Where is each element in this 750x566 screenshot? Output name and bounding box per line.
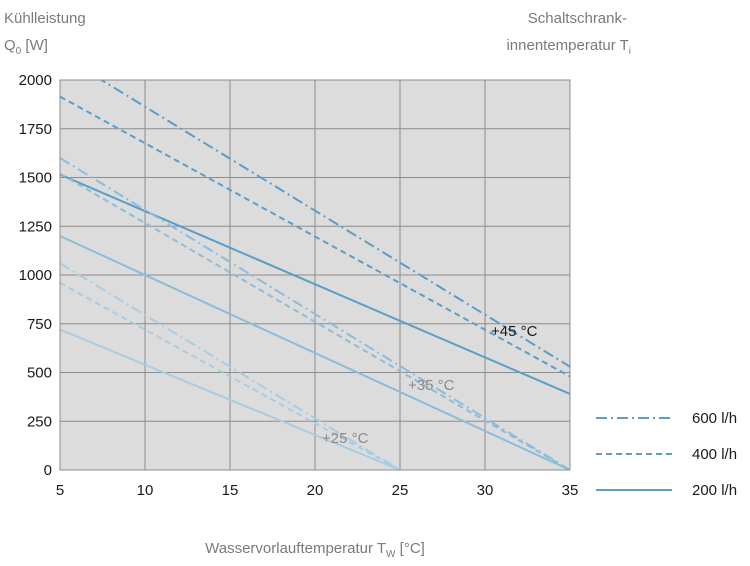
- x-axis-label: Wasservorlauftemperatur TW [°C]: [205, 540, 425, 560]
- series-line-45c-dashed: [60, 95, 570, 378]
- x-tick-label: 35: [562, 482, 579, 499]
- x-tick-label: 10: [137, 482, 154, 499]
- x-tick-label: 30: [477, 482, 494, 499]
- y-tick-label: 1000: [19, 267, 52, 284]
- series-line-25c-solid: [60, 328, 401, 470]
- y-axis-label-line2: Q0 [W]: [4, 37, 48, 57]
- legend-label: 400 l/h: [692, 446, 737, 463]
- series-line-25c-dashdot: [60, 262, 401, 470]
- y-tick-label: 1750: [19, 121, 52, 138]
- plot-frame: [59, 79, 571, 471]
- y-tick-label: 500: [27, 365, 52, 382]
- series-layer: [60, 80, 570, 470]
- y-tick-label: 1250: [19, 218, 52, 235]
- y-tick-label: 0: [44, 462, 52, 479]
- x-tick-label: 20: [307, 482, 324, 499]
- x-tick-label: 15: [222, 482, 239, 499]
- x-tick-label: 25: [392, 482, 409, 499]
- y-axis-label-line1: Kühlleistung: [4, 10, 86, 27]
- annotation-35: +35 °C: [408, 377, 455, 394]
- annotation-45: +45 °C: [491, 323, 538, 340]
- legend-title-line1: Schaltschrank-: [528, 10, 627, 27]
- legend-label: 200 l/h: [692, 482, 737, 499]
- legend: 600 l/h 400 l/h 200 l/h: [596, 410, 737, 499]
- series-line-35c-dashdot: [60, 157, 570, 470]
- series-line-35c-dashed: [60, 172, 570, 470]
- y-tick-label: 2000: [19, 72, 52, 89]
- y-tick-label: 250: [27, 413, 52, 430]
- y-tick-label: 750: [27, 316, 52, 333]
- legend-title-line2: innentemperatur Ti: [506, 37, 631, 57]
- y-tick-label: 1500: [19, 170, 52, 187]
- series-line-25c-dashed: [60, 281, 401, 470]
- legend-label: 600 l/h: [692, 410, 737, 427]
- series-line-35c-solid: [60, 235, 570, 470]
- y-tick-labels: 0 250 500 750 1000 1250 1500 1750 2000: [19, 72, 52, 479]
- x-tick-labels: 5 10 15 20 25 30 35: [56, 482, 579, 499]
- x-tick-label: 5: [56, 482, 64, 499]
- annotation-25: +25 °C: [322, 430, 369, 447]
- series-line-45c-dashdot: [99, 80, 570, 368]
